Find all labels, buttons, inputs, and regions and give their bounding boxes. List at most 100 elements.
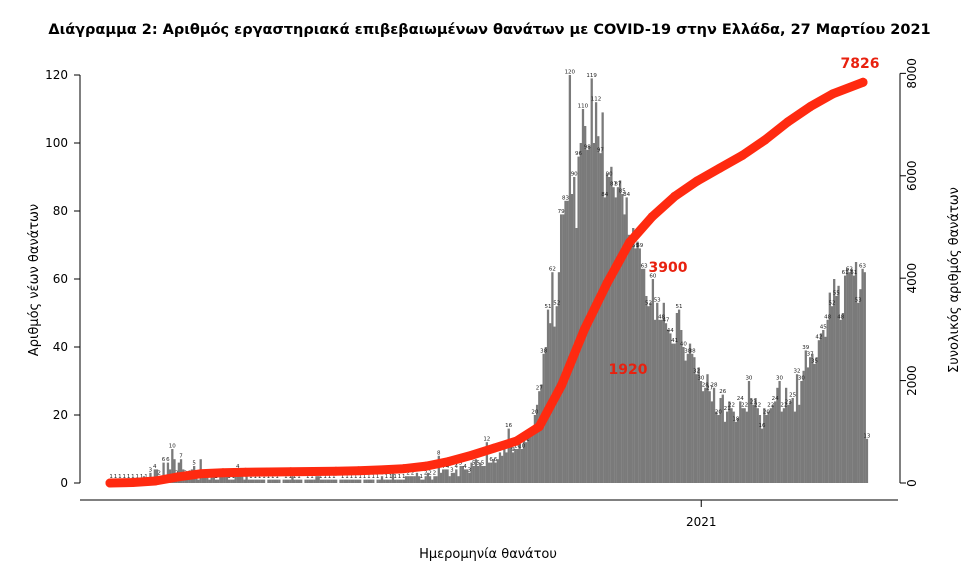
bar [533, 415, 537, 483]
cumulative-point [128, 477, 138, 487]
bar [461, 466, 464, 483]
bar-value-label: 16 [759, 423, 766, 429]
x-tick-label: 2021 [686, 515, 717, 529]
bar-value-label: 38 [540, 348, 547, 354]
bar [525, 442, 528, 483]
bar [402, 479, 406, 483]
bar [529, 435, 532, 483]
bar-value-label: 48 [824, 314, 831, 320]
bar [557, 272, 561, 483]
bar [332, 479, 336, 483]
y-tick-label: 100 [45, 136, 68, 150]
cumulative-point [783, 117, 793, 127]
bar-value-label: 45 [820, 325, 827, 331]
bar [824, 336, 827, 483]
bar-value-label: 20 [715, 410, 722, 416]
bar-value-label: 1 [258, 474, 262, 480]
bar [833, 279, 836, 483]
bar [852, 275, 856, 483]
bar-value-label: 8 [437, 450, 441, 456]
bar [221, 476, 224, 483]
bar-value-label: 38 [689, 348, 696, 354]
bar [568, 75, 572, 483]
bar-value-label: 1 [354, 474, 358, 480]
bar [573, 177, 576, 483]
bar [760, 428, 764, 483]
bar [476, 466, 480, 483]
bar [579, 143, 582, 483]
bar-value-label: 41 [671, 338, 678, 344]
bar [809, 357, 812, 483]
bar-value-label: 98 [584, 144, 591, 150]
bar [693, 357, 696, 483]
bar [684, 360, 687, 483]
bar [691, 353, 694, 483]
bar [284, 479, 288, 483]
bar-value-label: 32 [693, 369, 700, 375]
bar-value-label: 1 [358, 474, 362, 480]
bar [195, 476, 198, 483]
bar [581, 109, 585, 483]
bar [343, 479, 347, 483]
bar [324, 479, 327, 483]
bar [418, 476, 421, 483]
cumulative-point [805, 102, 815, 112]
bar-value-label: 1 [350, 474, 354, 480]
bar [813, 364, 816, 483]
bar [774, 401, 777, 483]
y2-axis-label: Συνολικός αριθμός θανάτων [947, 187, 962, 373]
bar [800, 381, 803, 483]
y-tick-label: 0 [60, 476, 68, 490]
bar [385, 479, 388, 483]
bar-value-label: 60 [649, 274, 656, 280]
cumulative-point [263, 467, 273, 477]
bar-value-label: 4 [454, 464, 458, 470]
cumulative-point [579, 324, 589, 334]
y-axis-label: Αριθμός νέων θανάτων [27, 204, 42, 356]
bar [778, 381, 781, 483]
bar-value-label: 1 [345, 474, 349, 480]
bar [756, 408, 759, 483]
bar [367, 479, 371, 483]
bar-value-label: 1 [297, 474, 301, 480]
bar [538, 391, 541, 483]
bar [203, 476, 207, 483]
y-tick-label: 80 [53, 204, 68, 218]
bar [651, 279, 655, 483]
bar [520, 449, 523, 483]
bar-value-label: 53 [654, 297, 661, 303]
bar [741, 408, 744, 483]
bar [297, 479, 301, 483]
bar [238, 476, 242, 483]
bar-value-label: 1 [127, 474, 131, 480]
cumulative-point [647, 212, 657, 222]
bar [439, 472, 443, 483]
cumulative-point [489, 443, 499, 453]
bar [271, 479, 274, 483]
bar-value-label: 1 [284, 474, 288, 480]
bar [645, 296, 648, 483]
bar [415, 472, 419, 483]
bar [435, 476, 438, 483]
bar [621, 194, 624, 483]
bar-value-label: 1 [275, 474, 279, 480]
bar-value-label: 48 [658, 314, 665, 320]
bar [219, 476, 222, 483]
bar [828, 292, 831, 483]
bar-value-label: 1 [267, 474, 271, 480]
bar [260, 479, 264, 483]
cumulative-point [376, 465, 386, 475]
bar [535, 404, 539, 483]
bar [457, 476, 460, 483]
bar [660, 319, 663, 483]
bar [387, 479, 390, 483]
bar [293, 479, 296, 483]
bar [846, 268, 849, 483]
bar-value-label: 1 [363, 474, 367, 480]
bar [843, 275, 847, 483]
bar-value-label: 1 [118, 474, 122, 480]
bar [819, 333, 823, 483]
bar-value-label: 40 [680, 342, 687, 348]
y2-tick-label: 4000 [905, 263, 919, 294]
